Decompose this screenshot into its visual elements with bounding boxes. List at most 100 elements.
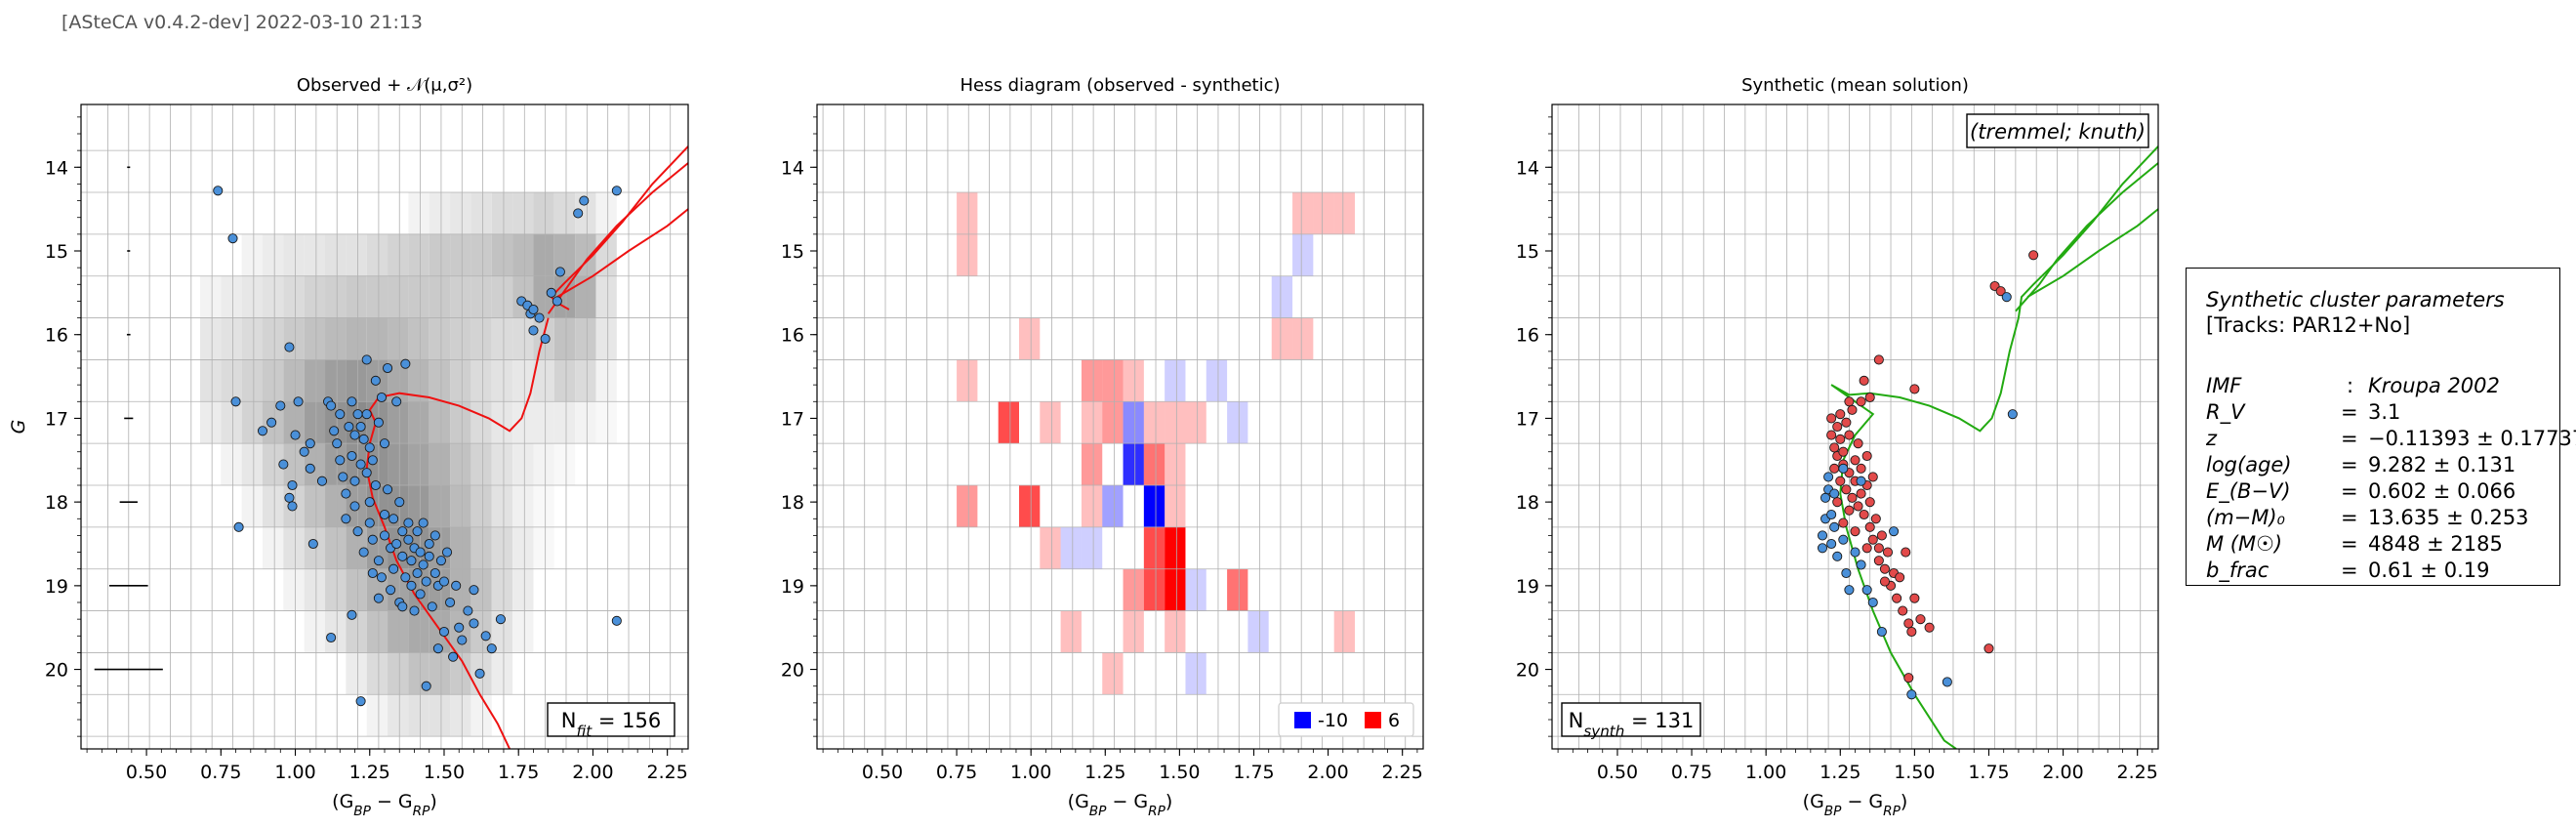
hess-cell	[1143, 485, 1165, 527]
density-cell	[388, 443, 409, 485]
density-cell	[221, 317, 242, 360]
observed-star-point	[379, 509, 390, 520]
isochrone-curve	[2026, 208, 2158, 298]
density-cell	[241, 233, 263, 276]
density-cell	[199, 275, 222, 318]
density-cell	[325, 568, 347, 611]
legend-label: -10	[1318, 710, 1348, 731]
observed-star-point	[611, 186, 622, 196]
observed-star-point	[438, 576, 450, 587]
legend-swatch	[1294, 712, 1311, 728]
x-tick-label: 1.75	[1968, 762, 2009, 783]
hess-cell	[1143, 526, 1165, 569]
y-tick-label: 15	[781, 241, 804, 263]
hess-cell	[1333, 610, 1355, 653]
param-value: 4848 ± 2185	[2368, 532, 2503, 556]
hess-cell	[1123, 443, 1144, 485]
density-cell	[388, 275, 409, 318]
density-cell	[325, 275, 347, 318]
synthetic-binary-point	[1924, 622, 1935, 633]
density-cell	[575, 275, 596, 318]
synthetic-single-point	[1832, 551, 1843, 561]
observed-star-point	[424, 538, 434, 550]
x-axis-label: (GBP − GRP)	[332, 791, 437, 819]
density-cell	[346, 652, 367, 695]
synthetic-binary-point	[1861, 450, 1872, 462]
density-cell	[325, 359, 347, 402]
panel-2: 0.50 0.75 1.00 1.25 1.50 1.75 2.00 2.25 14 15 16 17…	[781, 75, 1424, 819]
density-cell	[595, 192, 617, 234]
observed-star-point	[397, 526, 408, 537]
observed-star-point	[213, 186, 224, 196]
observed-star-point	[293, 396, 304, 407]
synthetic-binary-point	[1841, 417, 1852, 428]
observed-star-point	[454, 622, 465, 633]
hess-cell	[1313, 192, 1334, 234]
x-axis-label: (GBP − GRP)	[1068, 791, 1173, 819]
synthetic-binary-point	[1909, 593, 1920, 603]
synthetic-single-point	[1906, 689, 1917, 700]
density-cell	[470, 443, 492, 485]
density-cell	[325, 610, 347, 653]
hess-cell	[1081, 485, 1103, 527]
y-tick-label: 19	[1516, 576, 1539, 598]
density-cell	[346, 568, 367, 611]
synthetic-binary-point	[1850, 455, 1860, 466]
observed-star-point	[391, 396, 402, 407]
observed-star-point	[349, 430, 360, 440]
density-cell	[346, 275, 367, 318]
x-tick-label: 1.50	[1159, 762, 1200, 783]
synthetic-single-point	[1867, 597, 1878, 608]
density-cell	[408, 694, 429, 737]
density-cell	[429, 443, 451, 485]
density-cell	[283, 233, 305, 276]
observed-star-point	[347, 450, 357, 462]
observed-star-point	[448, 651, 459, 662]
density-cell	[491, 652, 513, 695]
observed-star-point	[579, 195, 590, 206]
hess-legend: -10 6	[1278, 702, 1414, 737]
param-label: b_frac	[2206, 559, 2269, 582]
param-value: 0.61 ± 0.19	[2368, 559, 2490, 582]
observed-star-point	[338, 472, 348, 482]
observed-star-point	[409, 605, 420, 616]
observed-star-point	[418, 559, 429, 570]
observed-star-point	[421, 681, 431, 691]
observed-star-point	[275, 400, 286, 411]
param-separator: =	[2341, 479, 2358, 503]
hess-cell	[1165, 526, 1186, 569]
param-separator: =	[2341, 532, 2358, 556]
x-tick-label: 2.25	[2117, 762, 2158, 783]
density-cell	[512, 485, 534, 527]
synthetic-binary-point	[1829, 463, 1840, 474]
density-cell	[241, 485, 263, 527]
observed-star-point	[358, 547, 369, 558]
density-cell	[325, 485, 347, 527]
density-cell	[262, 317, 284, 360]
y-tick-label: 16	[1516, 325, 1539, 347]
synthetic-binary-point	[1867, 472, 1878, 482]
observed-star-point	[257, 426, 268, 436]
observed-star-point	[546, 287, 556, 298]
density-cell	[388, 694, 409, 737]
density-cell	[553, 192, 576, 234]
param-value: Kroupa 2002	[2368, 374, 2500, 397]
observed-star-point	[364, 442, 375, 453]
density-cell	[470, 485, 492, 527]
synthetic-binary-point	[1983, 643, 1994, 654]
density-cell	[199, 317, 222, 360]
param-label: M (M☉)	[2206, 532, 2283, 556]
x-tick-label: 0.50	[1597, 762, 1638, 783]
observed-star-point	[361, 354, 372, 365]
x-tick-label: 0.75	[1671, 762, 1712, 783]
x-tick-label: 0.50	[126, 762, 167, 783]
panel-3: 0.50 0.75 1.00 1.25 1.50 1.75 2.00 2.25 14 15 16 17…	[1516, 75, 2159, 819]
observed-star-point	[406, 556, 417, 566]
count-label-frame	[1561, 702, 1701, 737]
density-cell	[346, 317, 367, 360]
x-tick-label: 2.25	[647, 762, 688, 783]
observed-star-point	[469, 618, 479, 629]
observed-star-point	[379, 530, 390, 541]
observed-star-point	[361, 409, 372, 420]
hess-cell	[1040, 526, 1061, 569]
